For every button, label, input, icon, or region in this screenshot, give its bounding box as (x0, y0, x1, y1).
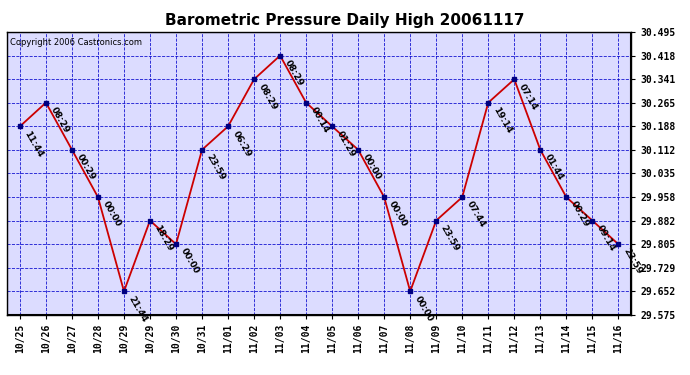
Text: 01:44: 01:44 (543, 153, 565, 182)
Text: 06:29: 06:29 (231, 129, 253, 158)
Text: 00:00: 00:00 (413, 294, 435, 323)
Text: 21:44: 21:44 (127, 294, 149, 324)
Text: 23:59: 23:59 (205, 153, 227, 182)
Text: 00:29: 00:29 (75, 153, 97, 182)
Text: 07:14: 07:14 (517, 82, 539, 111)
Text: 08:29: 08:29 (49, 105, 71, 135)
Text: 00:00: 00:00 (361, 153, 383, 182)
Text: 11:44: 11:44 (23, 129, 45, 159)
Text: Copyright 2006 Castronics.com: Copyright 2006 Castronics.com (10, 38, 142, 46)
Text: 08:29: 08:29 (257, 82, 279, 111)
Text: 23:59: 23:59 (621, 247, 643, 276)
Bar (7, 32, 631, 315)
Text: 01:29: 01:29 (335, 129, 357, 158)
Text: 00:00: 00:00 (101, 200, 123, 229)
Text: 07:44: 07:44 (465, 200, 487, 230)
Text: 00:00: 00:00 (387, 200, 408, 229)
Text: 08:29: 08:29 (283, 58, 305, 88)
Text: Barometric Pressure Daily High 20061117: Barometric Pressure Daily High 20061117 (165, 13, 525, 28)
Text: 18:29: 18:29 (152, 223, 175, 253)
Text: 23:59: 23:59 (439, 223, 461, 253)
Text: 00:14: 00:14 (309, 105, 331, 135)
Text: 09:14: 09:14 (595, 223, 618, 253)
Text: 19:14: 19:14 (491, 105, 513, 135)
Text: 00:29: 00:29 (569, 200, 591, 229)
Text: 00:00: 00:00 (179, 247, 201, 276)
